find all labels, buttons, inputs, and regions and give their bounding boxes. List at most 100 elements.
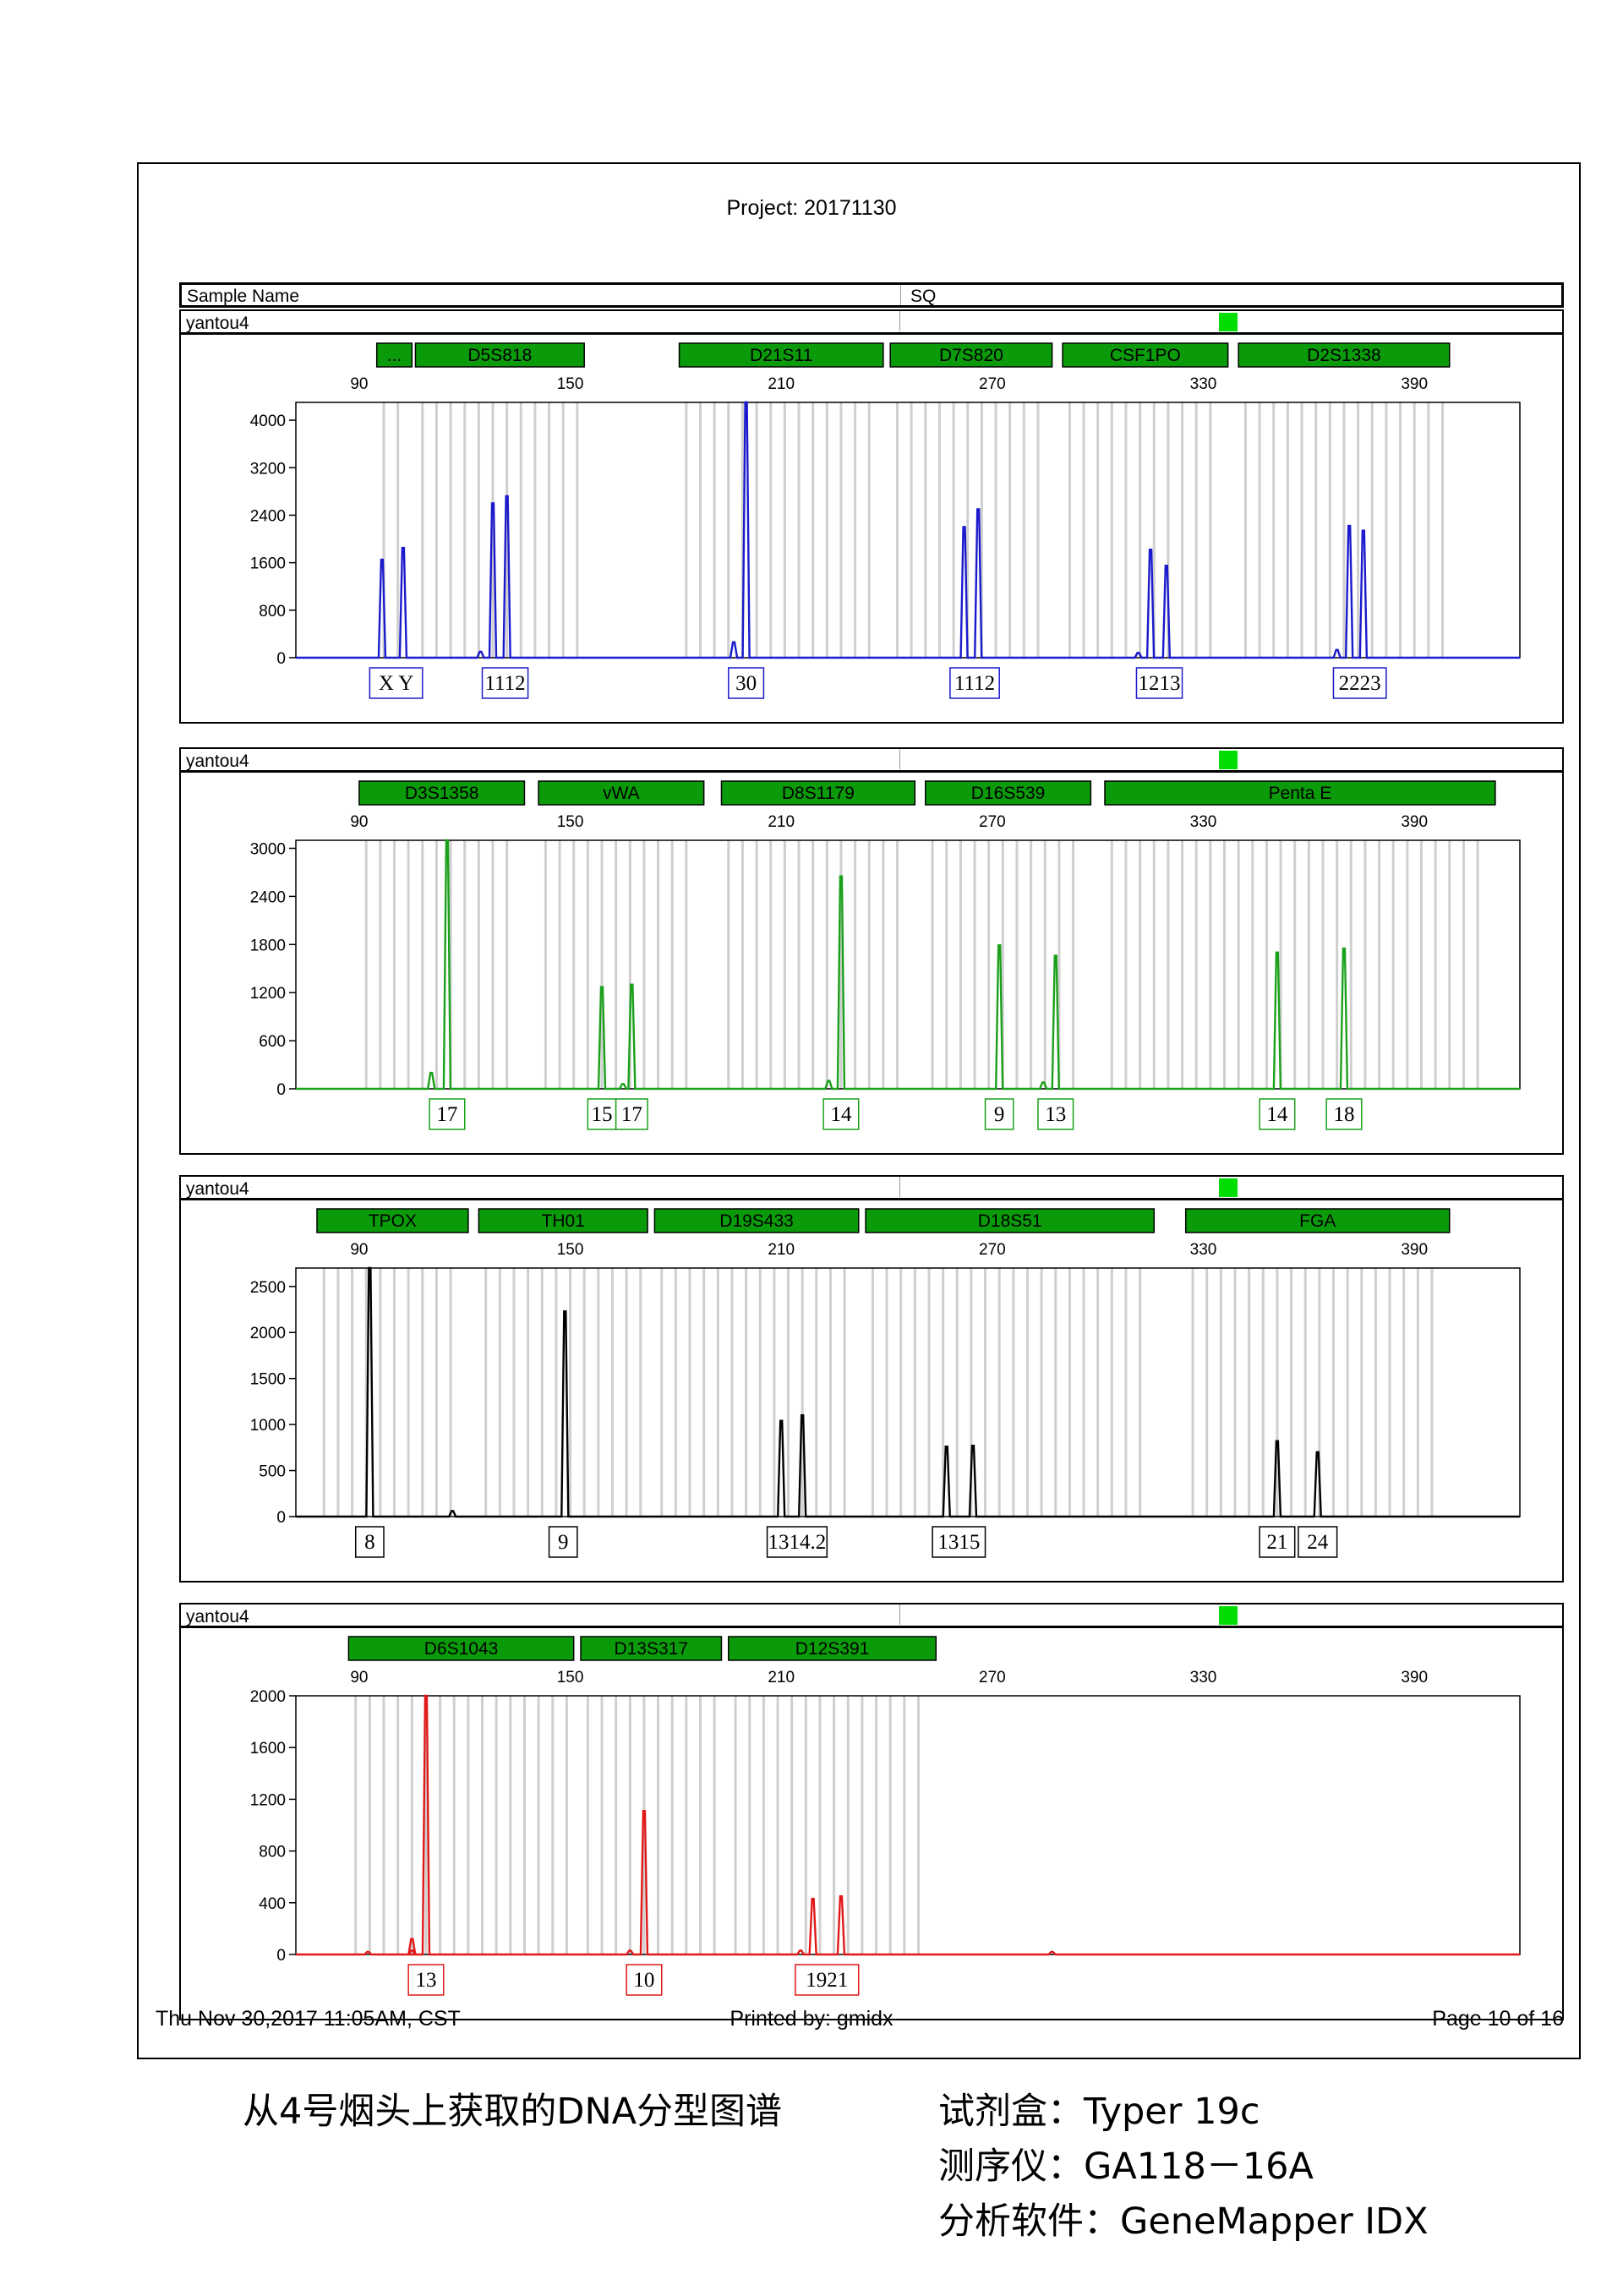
allele-bin (716, 1268, 719, 1517)
allele-bin (1346, 1268, 1349, 1517)
panel-header: yantou4 (181, 749, 1562, 773)
y-tick-label: 4000 (250, 413, 286, 430)
allele-bin (801, 1268, 804, 1517)
sample-name-header: Sample Name (187, 287, 300, 306)
marker-label: D7S820 (939, 346, 1003, 365)
electropherogram-panel-blue: yantou4 ... D5S818 D21S11 D7S820 CSF1PO D2S13… (179, 309, 1564, 724)
allele-call-box (932, 1526, 986, 1558)
marker-label: D13S317 (614, 1639, 688, 1659)
allele-bin (955, 1268, 959, 1517)
peak-point (631, 983, 633, 986)
marker-label: D8S1179 (782, 784, 855, 803)
y-tick-label: 1500 (250, 1371, 286, 1389)
allele-bin (449, 840, 452, 1089)
panel-header: yantou4 (181, 1177, 1562, 1200)
sample-name: yantou4 (186, 1607, 249, 1626)
header-divider (899, 749, 900, 769)
allele-bin (1349, 840, 1352, 1089)
allele-bin (1082, 402, 1085, 658)
allele-call-label: 2223 (1339, 672, 1381, 695)
quality-flag-indicator (1219, 751, 1238, 769)
marker-label: D21S11 (750, 346, 812, 365)
allele-bin (548, 402, 551, 658)
allele-bin (1378, 840, 1381, 1089)
y-tick-label: 800 (259, 1844, 286, 1861)
allele-bin (1233, 1268, 1237, 1517)
footer-timestamp: Thu Nov 30,2017 11:05AM, CST (156, 2007, 461, 2031)
y-tick-label: 800 (259, 603, 286, 620)
peak-point (828, 1080, 830, 1082)
allele-bin (980, 402, 983, 658)
allele-bin (1370, 402, 1374, 658)
allele-bin (815, 1268, 818, 1517)
marker-bar (580, 1636, 723, 1661)
marker-bar (678, 342, 884, 368)
x-tick-label: 150 (557, 375, 584, 393)
allele-bin (769, 840, 773, 1089)
allele-bin (1416, 1268, 1419, 1517)
electropherogram-red: D6S1043 D13S317 D12S391 90 150 210 270 330 390 0 4… (250, 1636, 1521, 1996)
allele-bin (987, 840, 991, 1089)
allele-bin (1388, 1268, 1391, 1517)
allele-call-box (615, 1098, 648, 1130)
peak-point (799, 1949, 802, 1952)
allele-call-label: 1314.2 (768, 1531, 827, 1554)
peak-point (1041, 1081, 1045, 1084)
allele-call-label: 10 (633, 1969, 654, 1992)
allele-bin (1219, 1268, 1222, 1517)
allele-bin (519, 402, 522, 658)
allele-bin (1191, 1268, 1194, 1517)
allele-bin (1406, 840, 1409, 1089)
allele-bin (393, 840, 396, 1089)
y-tick-label: 1200 (250, 1791, 286, 1809)
allele-bin (1385, 402, 1388, 658)
marker-bar (889, 342, 1053, 368)
marker-label: D16S539 (971, 784, 1046, 803)
allele-bin (424, 1696, 428, 1954)
allele-bin (740, 840, 744, 1089)
allele-bin (628, 1696, 631, 1954)
allele-bin (1293, 840, 1297, 1089)
y-tick-label: 2400 (250, 888, 286, 906)
marker-label: D6S1043 (424, 1639, 499, 1659)
y-tick-label: 2400 (250, 507, 286, 525)
allele-bin (1015, 840, 1019, 1089)
header-divider (899, 1604, 900, 1625)
allele-bin (1336, 840, 1339, 1089)
allele-bin (1008, 402, 1012, 658)
caption-title: 从4号烟头上获取的DNA分型图谱 (243, 2091, 783, 2133)
allele-bin (828, 1268, 832, 1517)
allele-bin (1265, 840, 1268, 1089)
allele-bin (1402, 1268, 1406, 1517)
peak-point (812, 1898, 814, 1900)
allele-bin (1430, 1268, 1434, 1517)
y-tick-label: 0 (276, 650, 286, 668)
allele-call-box (1259, 1526, 1296, 1558)
y-tick-label: 2000 (250, 1688, 286, 1706)
marker-bar (375, 342, 413, 368)
peak-point (963, 526, 965, 528)
allele-bin (670, 1696, 674, 1954)
allele-bin (569, 1268, 572, 1517)
allele-bin (421, 1268, 424, 1517)
allele-bin (660, 1268, 664, 1517)
allele-bin (1194, 402, 1198, 658)
sample-name: yantou4 (186, 314, 249, 333)
marker-label: D3S1358 (405, 784, 479, 803)
allele-call-box (548, 1526, 578, 1558)
allele-bin (1290, 1268, 1293, 1517)
y-tick-label: 0 (276, 1947, 286, 1965)
allele-bin (1205, 1268, 1209, 1517)
marker-bar (925, 780, 1092, 806)
peak-point (780, 1419, 783, 1422)
allele-bin (688, 1268, 691, 1517)
peak-point (1051, 1950, 1053, 1954)
x-tick-label: 210 (768, 1241, 795, 1259)
bin-group (354, 1696, 920, 1954)
allele-bin (537, 1696, 540, 1954)
peak-point (801, 1414, 804, 1417)
allele-bin (1124, 840, 1128, 1089)
marker-bar (538, 780, 705, 806)
allele-bin (1139, 840, 1142, 1089)
peak-point (367, 1950, 369, 1954)
